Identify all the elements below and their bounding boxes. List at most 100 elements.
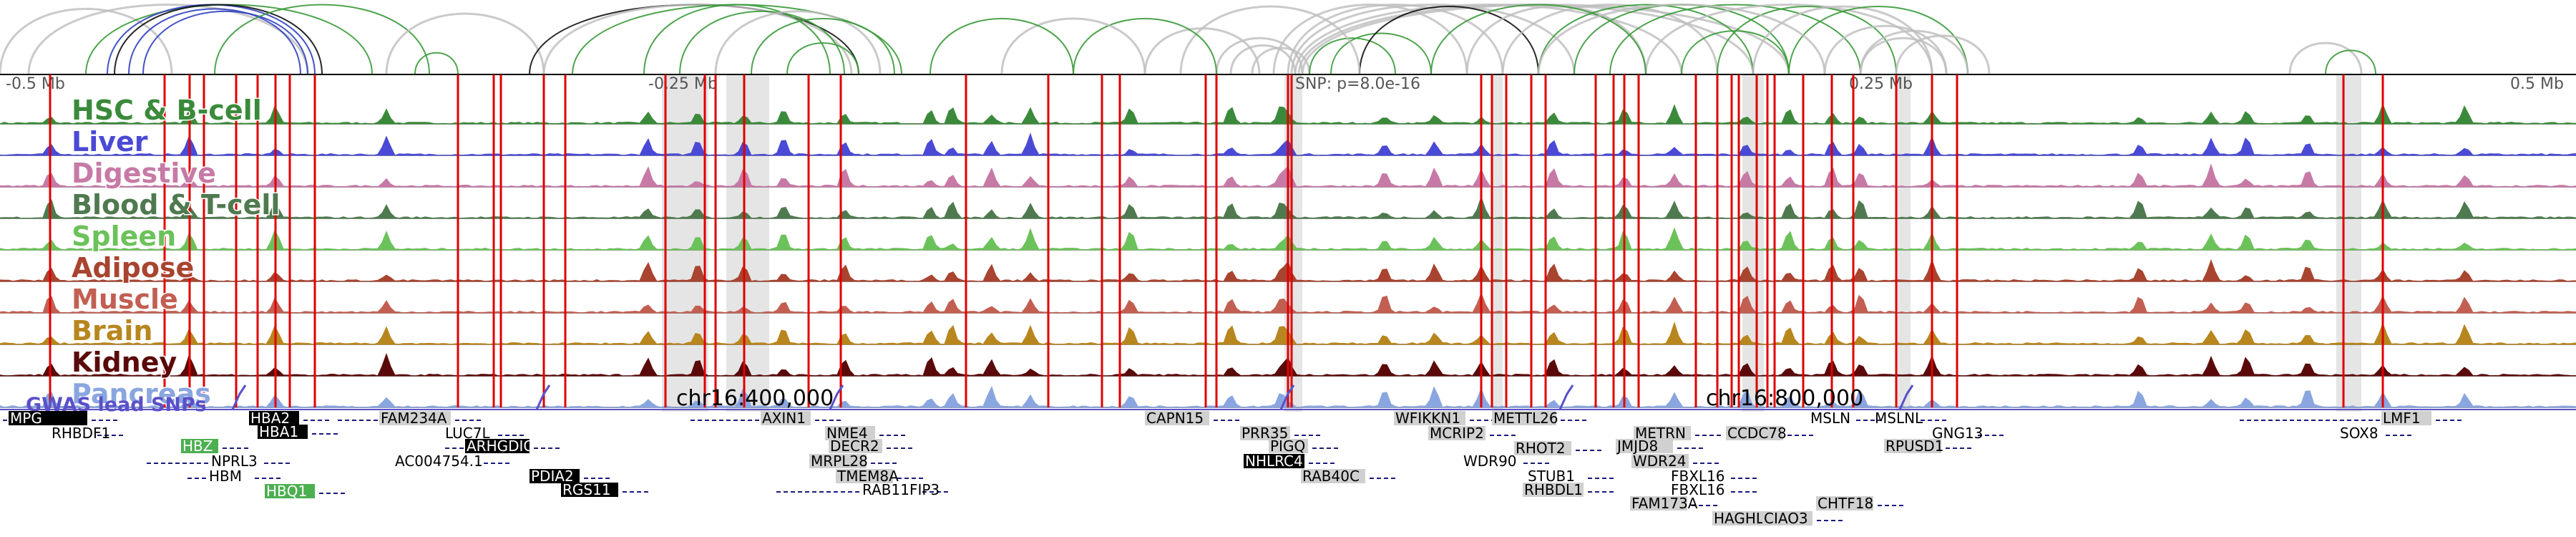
- gene-label: FAM173A: [1631, 495, 1698, 512]
- gene-label: MSLN: [1810, 410, 1850, 427]
- gene-label: ARHGDIG: [467, 437, 535, 455]
- gene-label: NHLRC4: [1245, 453, 1303, 470]
- axis-tick-label: -0.5 Mb: [6, 75, 65, 93]
- gene-label: FBXL16: [1671, 481, 1725, 498]
- gene-badge: [1301, 469, 1365, 483]
- gene-label: WDR24: [1633, 453, 1687, 470]
- gene-label: CAPN15: [1146, 410, 1204, 427]
- qtl-lines: [49, 74, 2384, 407]
- interaction-arc: [0, 8, 173, 75]
- gene-badge: [1884, 439, 1941, 453]
- gene-label: RPUSD1: [1885, 437, 1943, 455]
- gene-badge: [1630, 496, 1687, 511]
- gene-label: PIGQ: [1270, 437, 1305, 455]
- gene-badge: [1428, 426, 1485, 440]
- gene-label: MPG: [10, 410, 42, 427]
- snp-label: SNP: p=8.0e-16: [1295, 75, 1420, 93]
- interaction-arc: [1859, 37, 1948, 75]
- interaction-arc: [1501, 4, 1719, 75]
- gene-badge: [1631, 454, 1689, 468]
- gene-label: NPRL3: [211, 453, 258, 470]
- gene-badge: [1762, 511, 1813, 526]
- gene-label: RHBDF1: [52, 425, 110, 442]
- highlight-region: [1896, 74, 1911, 412]
- gene-label: HAGHL: [1714, 510, 1765, 527]
- interaction-arc: [1272, 4, 1468, 75]
- gene-label: RAB11FIP3: [862, 481, 940, 498]
- gene-badge: [1816, 496, 1873, 511]
- gene-badge: [1712, 511, 1762, 526]
- interaction-arc: [1000, 17, 1146, 75]
- track-label: Pancreas: [72, 378, 211, 410]
- interaction-arc: [107, 4, 316, 75]
- gene-badge: [1523, 483, 1584, 497]
- gene-badge: [465, 439, 530, 453]
- gene-badge: [379, 411, 451, 425]
- interaction-arc: [27, 4, 309, 75]
- gwas-lead-snp: [535, 384, 551, 410]
- gene-label: CCDC78: [1727, 425, 1787, 442]
- gene-badge: [561, 483, 618, 497]
- gene-label: AXIN1: [762, 410, 806, 427]
- gene-label: FAM234A: [381, 410, 447, 427]
- interaction-arc: [786, 42, 859, 75]
- interaction-arc: [1179, 5, 1361, 75]
- gene-label: LMF1: [2383, 410, 2421, 427]
- axis-tick-label: 0.5 Mb: [2510, 75, 2564, 93]
- gene-label: SOX8: [2340, 425, 2379, 442]
- gene-label: RHBDL1: [1524, 481, 1583, 498]
- gwas-lead-snp: [231, 384, 247, 410]
- gene-label: CHTF18: [1818, 495, 1873, 512]
- gene-badge: [1634, 426, 1691, 440]
- interaction-arc: [1788, 6, 1968, 75]
- track-label: Kidney: [72, 347, 177, 378]
- interaction-arc: [385, 12, 545, 75]
- interaction-arc: [751, 18, 895, 75]
- gene-label: RAB40C: [1302, 468, 1360, 485]
- axis-tick-label: 0.25 Mb: [1849, 75, 1913, 93]
- gene-badge: [829, 439, 882, 453]
- chrom-position-label: chr16:800,000: [1706, 386, 1863, 411]
- interaction-arc: [1309, 37, 1396, 75]
- interaction-arc: [1823, 24, 1948, 75]
- track-label: Adipose: [72, 252, 194, 284]
- gene-label: WDR90: [1463, 453, 1517, 470]
- interaction-arc: [1251, 47, 1311, 75]
- gene-badge: [265, 484, 315, 498]
- interaction-arc: [529, 4, 859, 75]
- gene-label: HBZ: [182, 437, 213, 455]
- gene-badge: [258, 425, 308, 439]
- gene-label: FBXL16: [1671, 468, 1725, 485]
- gene-label: MSLNL: [1875, 410, 1923, 427]
- interaction-arc: [85, 4, 373, 75]
- gene-badge: [836, 469, 893, 483]
- interaction-arc: [1465, 5, 1647, 75]
- interaction-arc: [930, 18, 1074, 75]
- interaction-arc: [643, 4, 831, 75]
- track-label: Liver: [72, 126, 148, 158]
- interaction-arc: [542, 4, 853, 75]
- track-label: Muscle: [72, 284, 178, 315]
- gene-badge: [1244, 454, 1304, 468]
- interaction-arc: [714, 10, 882, 75]
- gwas-lead-snp: [1279, 384, 1295, 410]
- gene-label: MCRIP2: [1430, 425, 1484, 442]
- highlight-regions: [662, 74, 2361, 412]
- interaction-arc: [2288, 42, 2363, 75]
- gene-label: AC004754.1: [395, 453, 483, 470]
- interaction-arc: [1895, 34, 1991, 75]
- gene-badge: [2381, 411, 2431, 425]
- interaction-arc: [1538, 4, 1754, 75]
- gene-badge: [1726, 426, 1783, 440]
- gene-label: WFIKKN1: [1395, 410, 1460, 427]
- gene-label: HBA2: [250, 410, 290, 427]
- interaction-arc: [1430, 4, 1646, 75]
- gene-label: JMJD8: [1616, 437, 1658, 455]
- gwas-lead-snp: [1558, 384, 1574, 410]
- gene-label: STUB1: [1528, 468, 1575, 485]
- gene-badge: [530, 469, 580, 483]
- interaction-arc: [1229, 44, 1297, 75]
- gene-badge: [249, 411, 299, 425]
- gene-label: TMEM8A: [836, 468, 899, 485]
